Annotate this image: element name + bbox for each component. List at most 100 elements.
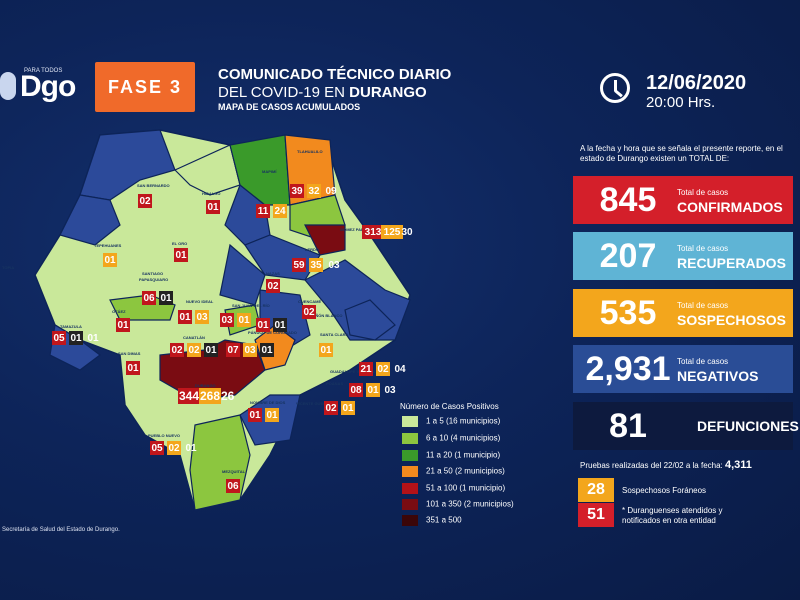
svg-text:NUEVO IDEAL: NUEVO IDEAL [186, 299, 214, 304]
badge-penon-confirmed: 01 [256, 318, 270, 332]
municipality-simon-bolivar [344, 299, 396, 341]
report-date: 12/06/2020 [646, 72, 747, 94]
stat-label: CONFIRMADOS [677, 199, 783, 215]
svg-text:MEZQUITAL: MEZQUITAL [222, 469, 246, 474]
badge-san-dimas: 01 [126, 361, 140, 375]
badge-durango-confirmed: 344 [178, 388, 201, 404]
badge-san-juan-confirmed: 03 [220, 313, 234, 327]
badge-canatlan-confirmed: 02 [170, 343, 184, 357]
badge-mezquital: 06 [226, 479, 240, 493]
stat-confirmed: 845 Total de casos CONFIRMADOS [573, 176, 793, 224]
badge-vicente-confirmed: 02 [324, 401, 338, 415]
stat-suspected: 535 Total de casos SOSPECHOSOS [573, 289, 793, 337]
stat-value: 207 [599, 236, 657, 275]
report-subtitle: DEL COVID-19 EN DURANGO [218, 84, 427, 101]
svg-text:SANTA CLARA: SANTA CLARA [320, 332, 349, 337]
legend-item: 6 a 10 (4 municipios) [402, 433, 500, 444]
badge-tlahualilo-confirmed: 39 [290, 184, 304, 198]
badge-panuco-confirmed: 07 [226, 343, 240, 357]
report-title: COMUNICADO TÉCNICO DIARIO [218, 66, 452, 83]
legend-item: 51 a 100 (1 municipio) [402, 483, 505, 494]
svg-text:CANATLÁN: CANATLÁN [183, 335, 205, 340]
tests-performed: Pruebas realizadas del 22/02 a la fecha:… [580, 459, 752, 471]
svg-text:TEPEHUANES: TEPEHUANES [94, 243, 122, 248]
foreign-suspected-label: Sospechosos Foráneos [622, 486, 707, 495]
badge-gomez-deaths: 30 [401, 226, 413, 238]
stat-deaths: 81 DEFUNCIONES [573, 402, 799, 450]
badge-nombre-de-dios-confirmed: 01 [248, 408, 262, 422]
badge-santa-clara: 01 [319, 343, 333, 357]
svg-text:TOPIA: TOPIA [2, 265, 14, 270]
stat-label: NEGATIVOS [677, 368, 759, 384]
badge-santiago-confirmed: 06 [142, 291, 156, 305]
legend-swatch [402, 466, 418, 477]
badge-tepehuanes: 01 [103, 253, 117, 267]
legend-swatch [402, 515, 418, 526]
badge-vicente-recovered: 01 [341, 401, 355, 415]
svg-text:GOMEZ PALACIO: GOMEZ PALACIO [340, 227, 373, 232]
badge-nuevo-ideal-recovered: 03 [195, 310, 209, 324]
badge-tamazula-confirmed: 05 [52, 331, 66, 345]
legend-item: 351 a 500 [402, 515, 462, 526]
badge-panuco-recovered: 03 [243, 343, 257, 357]
badge-gomez-confirmed: 313 [362, 225, 384, 239]
badge-poanas-recovered: 01 [366, 383, 380, 397]
svg-text:EL ORO: EL ORO [172, 241, 187, 246]
badge-nuevo-ideal-confirmed: 01 [178, 310, 192, 324]
svg-text:PEÑÓN BLANCO: PEÑÓN BLANCO [310, 313, 342, 318]
badge-canatlan-deaths: 01 [204, 343, 218, 357]
municipality-guadalupe-victoria [254, 324, 296, 371]
badge-lerdo-deaths: 03 [328, 259, 340, 271]
svg-text:CUENCAMÉ: CUENCAMÉ [298, 299, 321, 304]
summary-intro: A la fecha y hora que se señala el prese… [580, 144, 783, 163]
legend-swatch [402, 499, 418, 510]
badge-tlahualilo-recovered: 32 [307, 184, 321, 198]
badge-tamazula-deaths: 01 [87, 332, 99, 344]
attended-elsewhere-badge: 51 [578, 503, 614, 527]
badge-durango-recovered: 268 [199, 388, 222, 404]
report-time: 20:00 Hrs. [646, 94, 716, 111]
badge-penon-deaths: 01 [273, 318, 287, 332]
badge-poanas-deaths: 03 [384, 384, 396, 396]
badge-pueblo-nuevo-recovered: 02 [167, 441, 181, 455]
badge-san-bernardo: 02 [138, 194, 152, 208]
svg-text:MAPIMÍ: MAPIMÍ [262, 169, 277, 174]
badge-guadalupe-deaths: 04 [394, 363, 406, 375]
svg-text:GUADALUPE VICTORIA: GUADALUPE VICTORIA [330, 369, 376, 374]
source-note: Secretaría de Salud del Estado de Durang… [2, 527, 120, 533]
badge-hidalgo: 01 [206, 200, 220, 214]
badge-tamazula-recovered: 01 [69, 331, 83, 345]
svg-text:NAZAS: NAZAS [266, 271, 280, 276]
stat-label: SOSPECHOSOS [677, 312, 786, 328]
stat-label: DEFUNCIONES [697, 418, 799, 434]
foreign-suspected-badge: 28 [578, 478, 614, 502]
dgo-logo: Dgo [20, 70, 76, 103]
badge-mapimi-confirmed: 11 [256, 204, 270, 218]
legend-swatch [402, 433, 418, 444]
svg-text:VICENTE GUERRERO: VICENTE GUERRERO [296, 401, 338, 406]
svg-text:SANTIAGO: SANTIAGO [142, 271, 163, 276]
svg-text:TAMAZULA: TAMAZULA [60, 324, 82, 329]
municipality-guanacevi [59, 194, 121, 246]
stat-value: 535 [599, 293, 657, 332]
legend-swatch [402, 450, 418, 461]
svg-text:HIDALGO: HIDALGO [202, 191, 220, 196]
stat-sublabel: Total de casos [677, 188, 729, 197]
badge-panuco-deaths: 01 [260, 343, 274, 357]
badge-gomez-recovered: 125 [381, 225, 403, 239]
stat-sublabel: Total de casos [677, 301, 729, 310]
badge-nazas: 02 [266, 279, 280, 293]
badge-pueblo-nuevo-deaths: 01 [185, 442, 197, 454]
svg-text:DURANGO: DURANGO [195, 383, 216, 388]
badge-poanas-confirmed: 08 [349, 383, 363, 397]
stat-label: RECUPERADOS [677, 255, 786, 271]
map-caption: MAPA DE CASOS ACUMULADOS [218, 102, 361, 112]
stat-negative: 2,931 Total de casos NEGATIVOS [573, 345, 793, 393]
legend-item: 1 a 5 (16 municipios) [402, 416, 500, 427]
svg-text:PAPASQUIARO: PAPASQUIARO [139, 277, 168, 282]
badge-nombre-de-dios-recovered: 01 [265, 408, 279, 422]
clock-icon [600, 73, 630, 103]
stat-value: 845 [599, 180, 657, 219]
legend-item: 101 a 350 (2 municipios) [402, 499, 514, 510]
badge-tlahualilo-deaths: 09 [325, 185, 337, 197]
